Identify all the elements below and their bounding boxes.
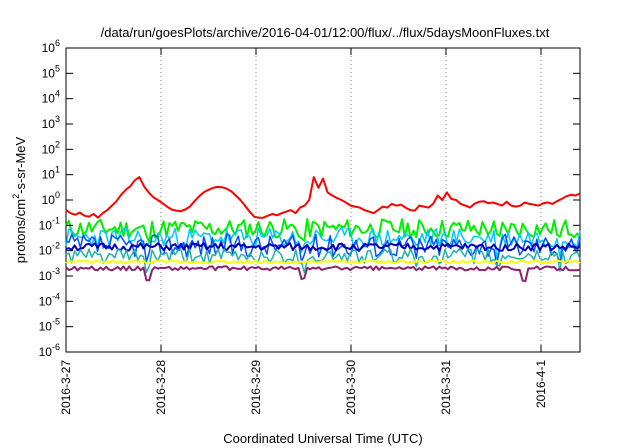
y-tick-label: 10-6 (39, 342, 60, 359)
series-line-5 (65, 242, 581, 252)
grid (160, 48, 542, 352)
y-axis-title-sup: 2 (11, 194, 21, 199)
y-tick-label: 104 (42, 89, 60, 106)
series-line-1 (65, 176, 581, 219)
series-line-2 (65, 218, 581, 244)
x-tick-label: 2016-3-28 (154, 360, 168, 415)
y-axis-title: protons/cm2-s-sr-MeV (11, 136, 28, 263)
y-axis: 10-6 10-5 10-4 10-3 10-2 10-1 100 101 102 103 104 1… (39, 38, 580, 359)
y-tick-label: 102 (42, 139, 60, 156)
plot-area (65, 47, 581, 353)
y-tick-label: 100 (42, 190, 60, 207)
y-tick-label: 10-2 (39, 241, 60, 258)
x-axis-title: Coordinated Universal Time (UTC) (223, 431, 422, 446)
y-tick-label: 10-4 (39, 291, 60, 308)
x-tick-label: 2016-3-31 (439, 360, 453, 415)
series-lines (65, 176, 581, 283)
chart-title: /data/run/goesPlots/archive/2016-04-01/1… (101, 25, 550, 40)
x-tick-label: 2016-4-1 (534, 360, 548, 408)
series-line-6 (65, 247, 581, 274)
y-tick-label: 101 (42, 165, 60, 182)
y-axis-title-post: -s-sr-MeV (13, 136, 28, 193)
x-axis: 2016-3-27 2016-3-28 2016-3-29 2016-3-30 2016… (59, 48, 548, 415)
y-tick-label: 10-3 (39, 266, 60, 283)
series-line-8 (65, 265, 581, 283)
y-tick-label: 105 (42, 63, 60, 80)
plot-frame (65, 47, 581, 353)
y-tick-label: 106 (42, 38, 60, 55)
y-axis-title-pre: protons/cm (13, 199, 28, 263)
x-tick-label: 2016-3-29 (249, 360, 263, 415)
series-line-7 (65, 259, 581, 265)
x-tick-label: 2016-3-27 (59, 360, 73, 415)
x-tick-label: 2016-3-30 (344, 360, 358, 415)
y-tick-label: 10-1 (39, 215, 60, 232)
y-tick-label: 103 (42, 114, 60, 131)
y-tick-label: 10-5 (39, 317, 60, 334)
